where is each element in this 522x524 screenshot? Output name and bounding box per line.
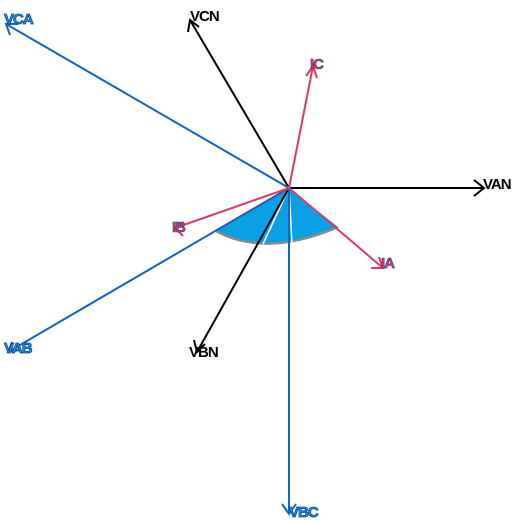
label-vab: VAB xyxy=(4,340,33,357)
phasor-ic xyxy=(288,63,318,189)
phasor-van xyxy=(289,179,486,197)
label-vca: VCA xyxy=(4,11,34,28)
phasor-vcn xyxy=(187,18,290,189)
phasor-vca xyxy=(4,23,290,189)
phasor-vab xyxy=(6,187,290,354)
label-ib: IB xyxy=(172,219,186,236)
label-van: VAN xyxy=(483,176,511,193)
label-vbn: VBN xyxy=(189,344,218,361)
label-vbc: VBC xyxy=(289,504,319,521)
phasor-ib xyxy=(173,187,290,237)
angle-sector xyxy=(216,188,338,244)
phasor-vbn xyxy=(193,187,290,354)
phasor-vbc xyxy=(281,188,297,516)
phasor-ia xyxy=(288,187,385,269)
label-vcn: VCN xyxy=(190,8,219,25)
angle-arc xyxy=(215,225,339,245)
label-ic: IC xyxy=(310,56,324,73)
label-ia: IA xyxy=(381,255,395,272)
